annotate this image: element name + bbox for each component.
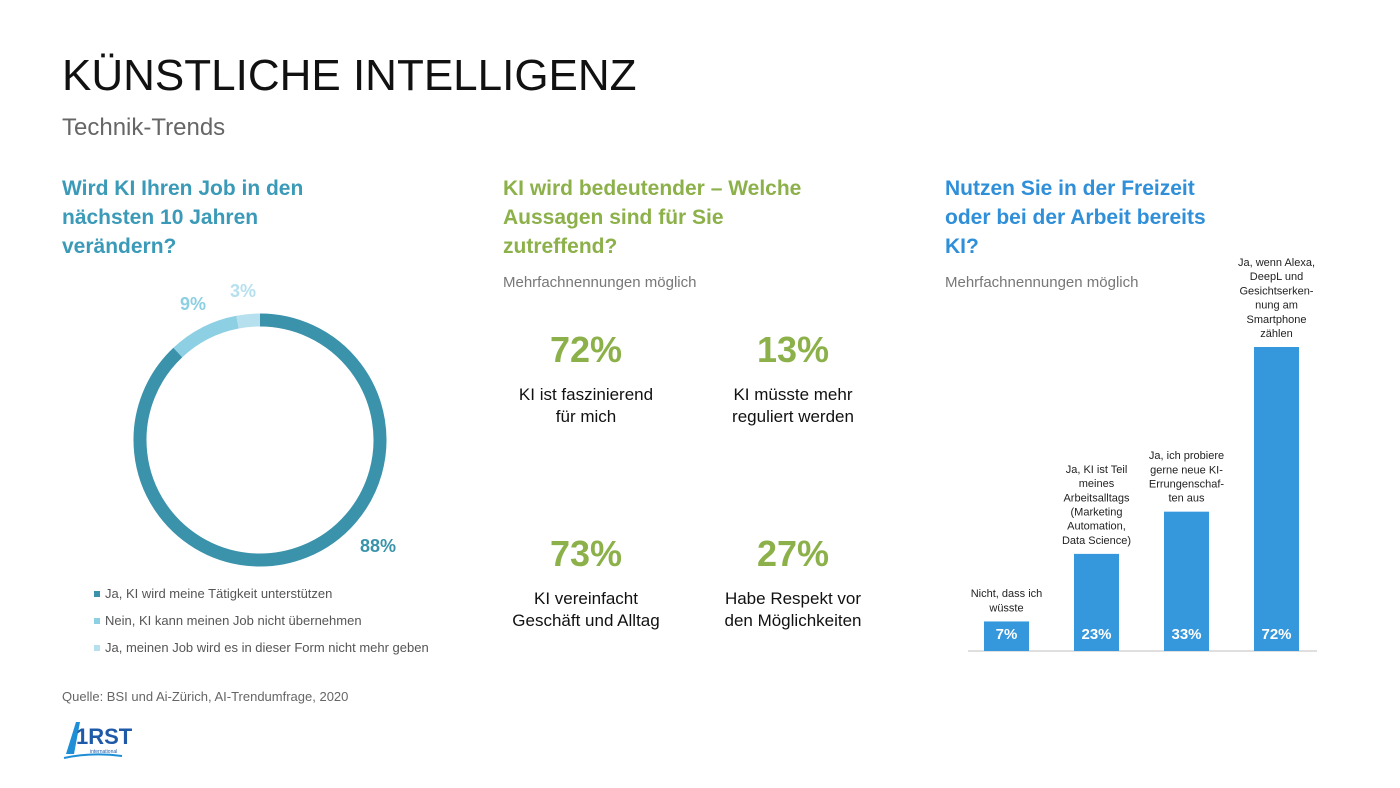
bar-category-label-line: Ja, wenn Alexa,: [1238, 257, 1315, 269]
bar-category-label: Ja, ich probiere gerne neue KI- Errungensc…: [1149, 450, 1225, 505]
page-title: KÜNSTLICHE INTELLIGENZ: [62, 51, 637, 100]
bar-chart: 7% Nicht, dass ich wüsste 23% Ja, KI ist Tei…: [968, 257, 1317, 652]
donut-slice: [173, 315, 239, 358]
stat-label: KI müsste mehr reguliert werden: [693, 384, 893, 428]
bar: [1254, 347, 1299, 651]
bar-category-label-line: ten aus: [1168, 493, 1205, 505]
donut-slice: [236, 313, 261, 329]
page-subtitle: Technik-Trends: [62, 114, 226, 141]
question-ki-usage: Nutzen Sie in der Freizeit oder bei der …: [945, 177, 1206, 258]
bar: [1074, 553, 1119, 651]
donut-value-label: 3%: [230, 281, 256, 301]
bar: [984, 621, 1029, 651]
question-job-change: Wird KI Ihren Job in den nächsten 10 Jah…: [62, 177, 304, 258]
logo-swoosh: [63, 753, 123, 759]
stat-label: KI vereinfacht Geschäft und Alltag: [486, 588, 686, 632]
bar-category-label: Nicht, dass ich wüsste: [971, 588, 1043, 614]
logo-tagline: international: [90, 749, 117, 755]
legend-swatch: [94, 617, 100, 624]
bar-category-label-line: Ja, KI ist Teil: [1066, 464, 1128, 476]
stat-label-line: KI müsste mehr: [733, 385, 853, 404]
legend-label: Ja, meinen Job wird es in dieser Form ni…: [105, 640, 429, 655]
source-note: Quelle: BSI und Ai-Zürich, AI-Trendumfra…: [62, 689, 349, 704]
stat-label-line: KI ist faszinierend: [518, 385, 654, 404]
legend-label: Ja, KI wird meine Tätigkeit unterstützen: [105, 586, 333, 601]
bar-category-label: Ja, KI ist Teil meines Arbeitsalltags (Mark…: [1062, 464, 1131, 547]
bar-value-label: 72%: [1261, 626, 1291, 643]
legend-item: Ja, meinen Job wird es in dieser Form ni…: [94, 640, 429, 655]
stat-label-line: KI vereinfacht: [534, 589, 638, 608]
legend-item: Ja, KI wird meine Tätigkeit unterstützen: [94, 586, 332, 601]
legend-swatch: [94, 590, 100, 597]
question-statements: KI wird bedeutender – Welche Aussagen si…: [503, 177, 802, 258]
legend-label: Nein, KI kann meinen Job nicht übernehme…: [105, 613, 362, 628]
bar-category-label-line: Automation,: [1067, 521, 1126, 533]
multiple-answers-note: Mehrfachnennungen möglich: [503, 274, 697, 291]
stat-block: 73% KI vereinfacht Geschäft und Alltag: [486, 534, 686, 632]
stat-label-line: für mich: [555, 407, 617, 426]
bar-value-label: 7%: [996, 626, 1018, 643]
bar-category-label-line: gerne neue KI-: [1150, 464, 1223, 476]
multiple-answers-note: Mehrfachnennungen möglich: [945, 274, 1139, 291]
stat-label-line: Habe Respekt vor: [724, 589, 862, 608]
stat-label: KI ist faszinierend für mich: [486, 384, 686, 428]
stat-label-line: reguliert werden: [732, 407, 854, 426]
bar-category-label-line: Arbeitsalltags: [1063, 492, 1130, 504]
legend-swatch: [94, 644, 100, 651]
stat-block: 13% KI müsste mehr reguliert werden: [693, 330, 893, 428]
stat-label-line: Geschäft und Alltag: [512, 611, 660, 630]
legend-item: Nein, KI kann meinen Job nicht übernehme…: [94, 613, 362, 628]
bar-category-label: Ja, wenn Alexa, DeepL und Gesichtserken-nu…: [1238, 257, 1315, 340]
bar-category-label-line: Smartphone: [1247, 314, 1307, 326]
bar-category-label-line: Data Science): [1062, 535, 1131, 547]
donut-slice: [133, 313, 387, 567]
bar: [1164, 511, 1209, 651]
bar-category-label-line: Gesichtserken-: [1240, 285, 1314, 297]
stat-block: 27% Habe Respekt vor den Möglichkeiten: [693, 534, 893, 632]
donut-value-label: 88%: [360, 536, 396, 556]
stat-value: 73%: [549, 533, 623, 574]
stat-value: 13%: [756, 329, 830, 370]
bar-category-label-line: meines: [1079, 478, 1115, 490]
bar-category-label-line: zählen: [1260, 328, 1292, 340]
bar-category-label-line: wüsste: [988, 602, 1023, 614]
donut-chart: 88% 9% 3%: [133, 281, 396, 567]
logo-mark: [66, 722, 80, 754]
stat-label-line: den Möglichkeiten: [724, 611, 862, 630]
bar-category-label-line: Nicht, dass ich: [971, 588, 1043, 600]
donut-value-label: 9%: [180, 294, 206, 314]
bar-value-label: 23%: [1081, 626, 1111, 643]
stat-value: 72%: [549, 329, 623, 370]
stat-value: 27%: [756, 533, 830, 574]
bar-category-label-line: Ja, ich probiere: [1149, 450, 1224, 462]
stat-block: 72% KI ist faszinierend für mich: [486, 330, 686, 428]
bar-category-label-line: Errungenschaf-: [1149, 478, 1225, 490]
first-logo: 1RST international: [63, 722, 133, 759]
stat-label: Habe Respekt vor den Möglichkeiten: [693, 588, 893, 632]
bar-value-label: 33%: [1171, 626, 1201, 643]
bar-category-label-line: DeepL und: [1250, 271, 1303, 283]
logo-wordmark: 1RST: [76, 724, 133, 749]
bar-category-label-line: (Marketing: [1071, 506, 1123, 518]
bar-category-label-line: nung am: [1255, 300, 1298, 312]
